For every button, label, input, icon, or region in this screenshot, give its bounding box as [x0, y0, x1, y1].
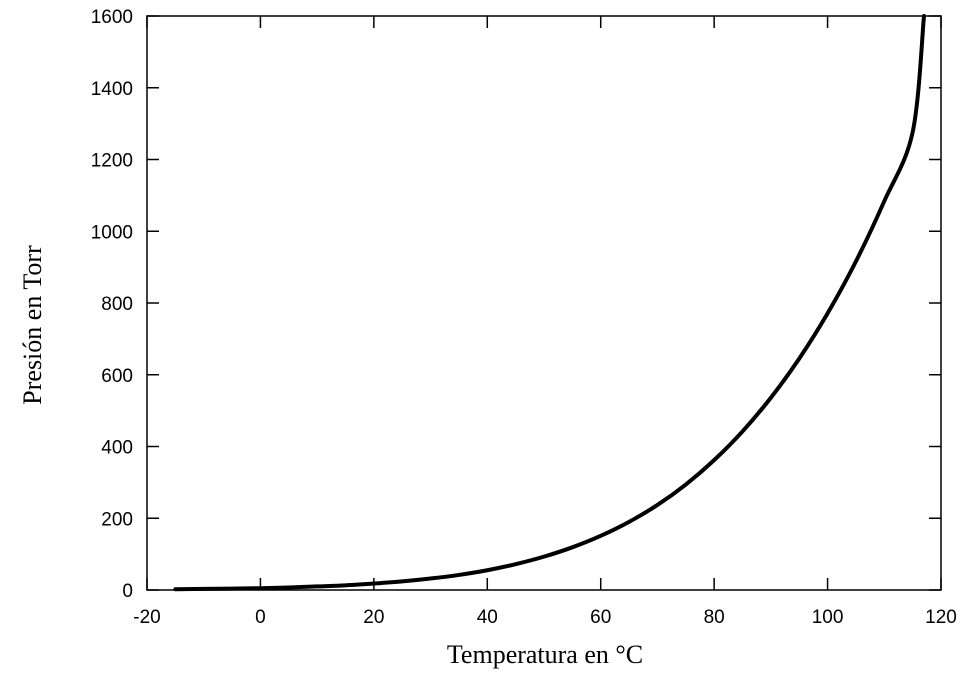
x-axis-title: Temperatura en °C — [447, 640, 643, 669]
x-axis-ticks — [146, 16, 942, 590]
y-tick-label: 400 — [101, 438, 133, 459]
y-tick-label: 800 — [101, 294, 133, 315]
y-tick-label: 200 — [101, 509, 133, 530]
y-tick-label: 1400 — [91, 79, 133, 100]
y-tick-label: 1200 — [91, 151, 133, 172]
x-tick-label: 60 — [590, 607, 611, 628]
x-tick-label: 80 — [704, 607, 725, 628]
y-axis-ticks — [147, 15, 941, 591]
y-tick-label: 0 — [122, 581, 133, 602]
x-tick-label: 40 — [477, 607, 498, 628]
x-axis-tick-labels: -20 0 20 40 60 80 100 120 — [133, 607, 957, 628]
x-tick-label: -20 — [133, 607, 160, 628]
x-tick-label: 20 — [363, 607, 384, 628]
vapor-pressure-curve — [173, 14, 926, 592]
y-tick-label: 600 — [101, 366, 133, 387]
x-tick-label: 120 — [925, 607, 957, 628]
y-axis-title: Presión en Torr — [18, 245, 47, 405]
y-tick-label: 1000 — [91, 222, 133, 243]
plot-frame — [146, 15, 942, 591]
x-tick-label: 0 — [255, 607, 266, 628]
y-axis-tick-labels: 0 200 400 600 800 1000 1200 1400 1600 — [91, 7, 133, 602]
x-tick-label: 100 — [812, 607, 844, 628]
y-tick-label: 1600 — [91, 7, 133, 28]
